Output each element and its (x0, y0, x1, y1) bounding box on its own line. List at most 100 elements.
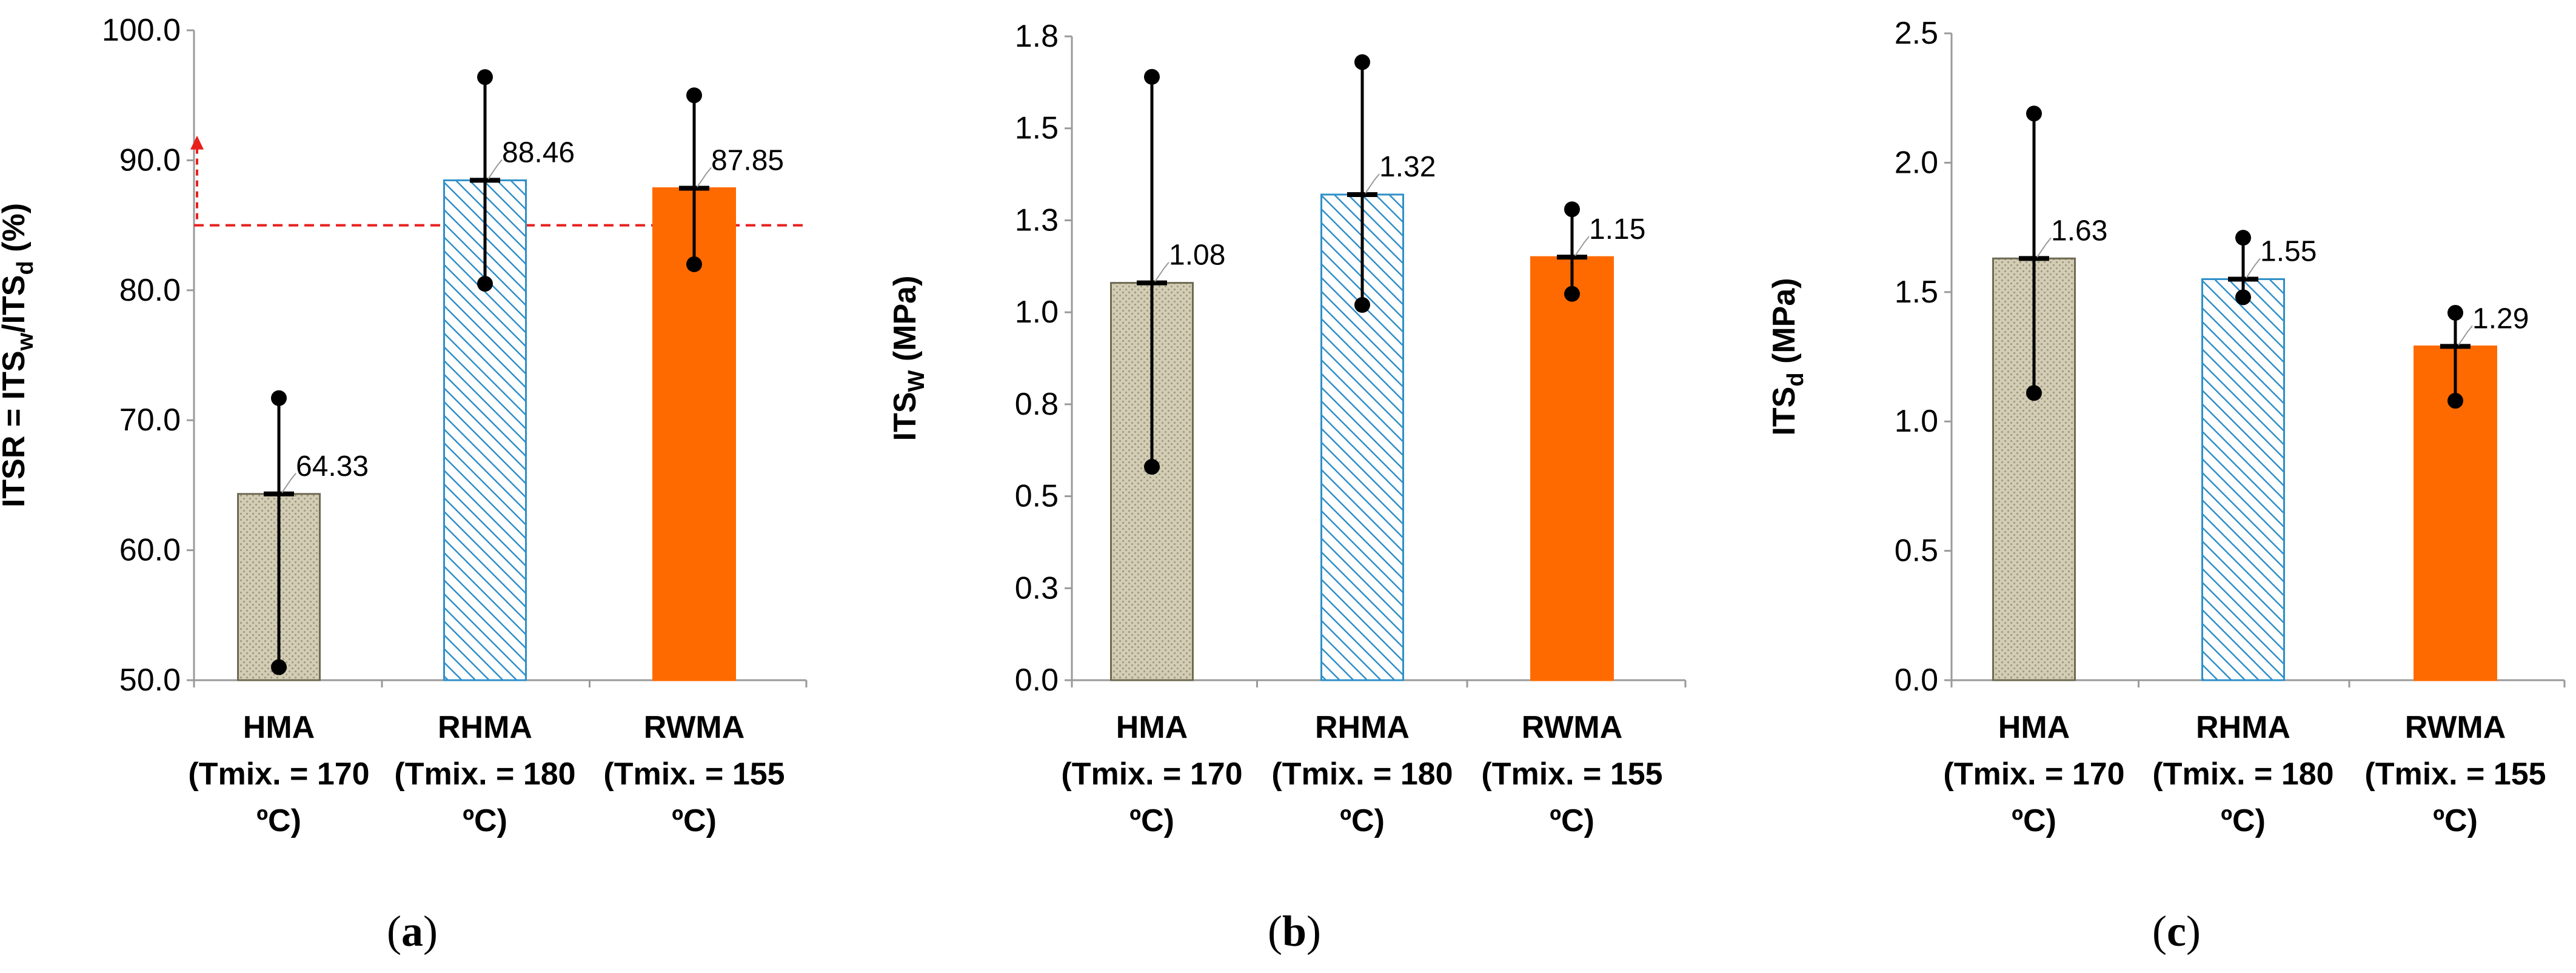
category-label: HMA (Tmix. = 170 ºC) (188, 710, 369, 838)
error-max-point (2026, 105, 2042, 122)
category-label-line: (Tmix. = 170 (188, 757, 369, 792)
category-label-line: (Tmix. = 180 (394, 757, 575, 792)
y-tick-label: 0.5 (1015, 479, 1059, 514)
y-axis-label-subscript: W (904, 370, 929, 392)
y-tick-label: 1.5 (1895, 275, 1938, 310)
category-label-line: ºC) (2433, 803, 2478, 838)
category-label-line: ºC) (1129, 803, 1174, 838)
y-tick-label: 1.5 (1015, 111, 1059, 146)
category-label-line: ºC) (672, 803, 717, 838)
error-max-point (686, 87, 702, 104)
data-label-leader (487, 159, 503, 179)
category-label-line: RWMA (2405, 710, 2506, 745)
y-tick-label: 50.0 (119, 663, 181, 698)
category-label-line: HMA (1998, 710, 2070, 745)
panel-label-c: (c) (2152, 907, 2201, 955)
panel-label-close: ) (423, 907, 438, 955)
data-label-leader (2246, 258, 2261, 279)
y-axis-label-part: /ITS (0, 275, 32, 333)
error-min-point (1564, 286, 1580, 302)
category-label: RHMA (Tmix. = 180 ºC) (2152, 710, 2333, 838)
category-label: RHMA (Tmix. = 180 ºC) (1271, 710, 1453, 838)
y-axis-label-part: ITS (888, 392, 923, 441)
category-label-line: RHMA (2196, 710, 2290, 745)
category-label-line: (Tmix. = 155 (603, 757, 785, 792)
error-min-point (1354, 297, 1370, 313)
panel-label-open: ( (1268, 907, 1282, 955)
panel-label-close: ) (2186, 907, 2201, 955)
bar (1530, 256, 1614, 681)
data-label: 1.32 (1379, 151, 1436, 183)
y-tick-label: 0.8 (1015, 387, 1059, 422)
category-label-line: (Tmix. = 155 (2364, 757, 2546, 792)
chart-itsr: 50.0 60.0 70.0 80.0 90.0 100.0 ITSR = ITSw/ITS… (0, 13, 808, 838)
data-label-leader (2458, 325, 2473, 346)
y-tick-label: 1.3 (1015, 202, 1059, 238)
y-tick-label: 0.0 (1895, 663, 1938, 698)
error-max-point (2447, 304, 2463, 321)
category-label-line: HMA (243, 710, 315, 745)
category-label-line: RWMA (1522, 710, 1623, 745)
error-min-point (2447, 393, 2463, 409)
y-tick-label: 1.0 (1015, 295, 1059, 330)
data-label: 1.08 (1169, 239, 1225, 272)
y-tick-label: 80.0 (119, 273, 181, 308)
error-min-point (2026, 385, 2042, 401)
category-label-line: (Tmix. = 155 (1481, 757, 1662, 792)
chart-its-dry: 0.0 0.5 1.0 1.5 2.0 2.5 ITSd (MPa) 1.63 HMA (Tmix… (1767, 16, 2566, 838)
y-axis-label-part: (%) (0, 203, 32, 261)
y-tick-label: 1.8 (1015, 19, 1059, 54)
category-label-line: (Tmix. = 170 (1061, 757, 1242, 792)
category-label-line: (Tmix. = 180 (1271, 757, 1453, 792)
y-axis-label-subscript: w (13, 332, 38, 351)
data-label: 1.15 (1589, 213, 1645, 246)
error-max-point (1144, 69, 1160, 85)
category-label: HMA (Tmix. = 170 ºC) (1061, 710, 1242, 838)
bar (2201, 278, 2285, 681)
panel-label-open: ( (387, 907, 401, 955)
y-axis-label: ITSW (MPa) (888, 276, 929, 441)
category-label-line: RHMA (1315, 710, 1410, 745)
category-label-line: ºC) (2012, 803, 2056, 838)
panel-label-letter: a (401, 907, 423, 955)
category-label-line: ºC) (1340, 803, 1385, 838)
y-axis-label-part: (MPa) (1767, 278, 1802, 372)
error-min-point (2235, 289, 2251, 306)
data-label-leader (2036, 237, 2052, 258)
data-label: 87.85 (711, 144, 784, 176)
threshold-arrow-head (190, 135, 204, 150)
category-label-line: (Tmix. = 180 (2152, 757, 2333, 792)
y-axis-label: ITSR = ITSw/ITSd (%) (0, 203, 38, 507)
category-label-line: ºC) (463, 803, 507, 838)
data-label: 88.46 (502, 136, 575, 169)
category-label-line: RWMA (644, 710, 745, 745)
error-max-point (1564, 201, 1580, 218)
y-tick-label: 0.5 (1895, 533, 1938, 569)
y-tick-label: 100.0 (102, 13, 181, 48)
category-label: RWMA (Tmix. = 155 ºC) (603, 710, 785, 838)
category-label-line: HMA (1116, 710, 1188, 745)
error-max-point (271, 390, 287, 406)
y-tick-label: 0.0 (1015, 663, 1059, 698)
data-label: 1.55 (2260, 235, 2317, 267)
category-label-line: (Tmix. = 170 (1943, 757, 2124, 792)
panel-label-a: (a) (387, 907, 438, 955)
error-min-point (477, 276, 493, 292)
category-label: RWMA (Tmix. = 155 ºC) (1481, 710, 1662, 838)
y-axis-label-part: ITS (1767, 387, 1802, 436)
category-label-line: ºC) (2221, 803, 2266, 838)
category-label-line: RHMA (438, 710, 532, 745)
data-label-leader (281, 473, 296, 493)
y-axis-label-subscript: d (13, 261, 38, 275)
y-tick-label: 90.0 (119, 142, 181, 178)
y-tick-label: 2.0 (1895, 145, 1938, 180)
category-label-line: ºC) (256, 803, 301, 838)
panel-label-letter: c (2167, 907, 2186, 955)
category-label: HMA (Tmix. = 170 ºC) (1943, 710, 2124, 838)
y-tick-label: 2.5 (1895, 16, 1938, 51)
error-max-point (1354, 54, 1370, 70)
y-axis-label: ITSd (MPa) (1767, 278, 1808, 435)
data-label: 1.63 (2051, 215, 2107, 247)
y-axis-label-part: ITSR = ITS (0, 350, 32, 507)
